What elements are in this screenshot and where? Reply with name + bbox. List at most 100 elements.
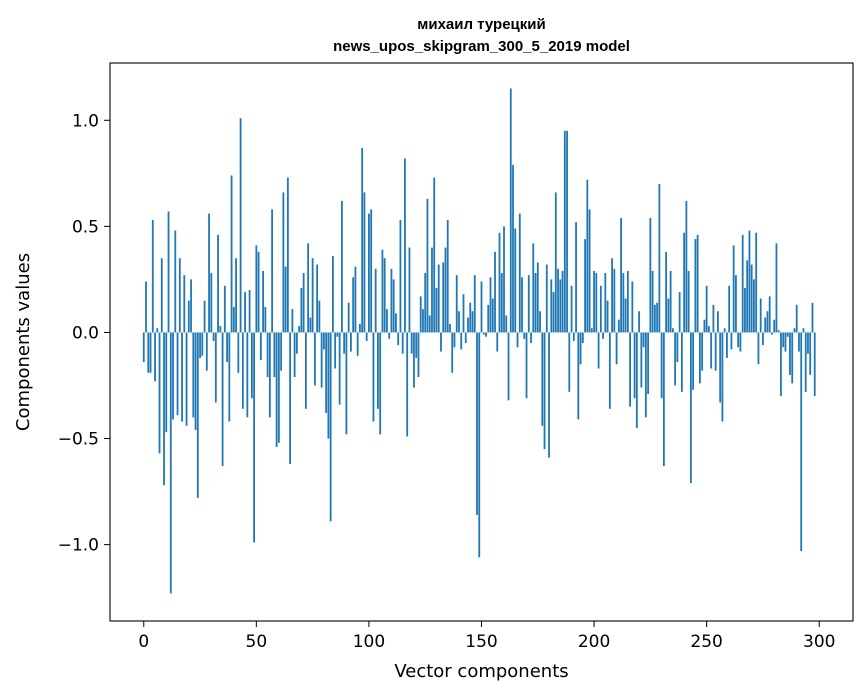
bar-component-71 [302, 273, 305, 333]
bar-component-129 [433, 177, 436, 333]
bar-component-38 [228, 332, 231, 422]
bar-component-142 [462, 294, 465, 333]
bar-component-287 [789, 332, 791, 375]
bar-component-135 [446, 220, 449, 333]
bar-component-196 [584, 239, 586, 333]
bar-component-231 [662, 332, 665, 467]
bar-component-153 [487, 304, 490, 333]
bar-component-86 [336, 332, 339, 337]
bar-component-82 [327, 332, 330, 439]
bar-component-96 [359, 323, 361, 333]
bar-component-18 [183, 275, 186, 333]
bar-component-265 [739, 332, 742, 352]
bar-component-91 [347, 302, 350, 333]
bar-component-255 [717, 311, 719, 333]
bar-component-127 [428, 315, 431, 333]
bar-component-9 [163, 332, 165, 486]
bar-component-117 [406, 332, 409, 437]
bar-component-257 [721, 332, 724, 422]
bar-component-65 [289, 332, 292, 464]
bar-component-280 [773, 319, 776, 333]
bar-component-279 [771, 332, 773, 335]
bar-component-84 [332, 256, 334, 333]
bar-component-10 [165, 332, 168, 433]
bar-component-228 [656, 302, 659, 333]
bar-component-159 [500, 273, 503, 333]
bar-component-43 [239, 118, 242, 333]
bar-component-136 [449, 323, 451, 333]
bar-component-198 [588, 209, 591, 333]
bar-component-208 [611, 258, 613, 333]
bar-component-14 [174, 230, 177, 333]
x-tick-label: 0 [138, 632, 149, 652]
bar-component-55 [266, 332, 269, 378]
bar-component-128 [431, 247, 433, 333]
bar-component-178 [543, 332, 546, 450]
bar-component-2 [147, 332, 150, 373]
bar-series [142, 88, 816, 594]
x-tick-label: 150 [465, 632, 497, 652]
bar-component-230 [660, 332, 663, 399]
bar-component-108 [386, 309, 388, 333]
bar-component-260 [728, 285, 731, 333]
bar-component-211 [617, 319, 620, 333]
bar-component-194 [579, 332, 582, 365]
bar-component-195 [581, 332, 584, 344]
bar-component-140 [458, 311, 460, 333]
bar-component-191 [572, 332, 575, 341]
bar-component-76 [313, 332, 316, 386]
bar-component-154 [489, 277, 492, 333]
bar-component-15 [176, 332, 179, 416]
bar-component-156 [494, 251, 496, 333]
bar-component-61 [280, 332, 283, 371]
bar-component-258 [723, 328, 726, 333]
bar-component-206 [606, 300, 609, 333]
bar-component-124 [422, 309, 424, 333]
bar-component-298 [813, 332, 816, 397]
bar-component-151 [482, 332, 485, 335]
bar-component-234 [669, 270, 672, 333]
y-axis-ticks: −1.0 −0.5 0.0 0.5 1.0 [58, 111, 110, 556]
bar-component-227 [653, 304, 656, 333]
bar-component-120 [413, 332, 415, 388]
bar-component-103 [374, 268, 377, 333]
bar-component-32 [214, 332, 217, 403]
bar-component-59 [275, 332, 278, 448]
bar-component-277 [766, 311, 769, 333]
bar-component-148 [476, 332, 478, 515]
bar-component-47 [248, 290, 251, 333]
bar-component-16 [178, 258, 181, 333]
bar-component-224 [647, 332, 650, 394]
bar-component-6 [156, 328, 159, 333]
bar-component-164 [512, 164, 514, 333]
bar-component-98 [363, 192, 366, 333]
bar-component-42 [237, 332, 240, 373]
bar-component-167 [518, 213, 521, 333]
bar-component-229 [658, 183, 661, 333]
bar-component-1 [145, 281, 147, 333]
bar-component-275 [762, 332, 764, 346]
bar-component-92 [350, 332, 352, 352]
bar-component-44 [241, 332, 244, 409]
bar-component-212 [620, 217, 622, 333]
bar-component-232 [665, 251, 668, 333]
bar-component-110 [390, 268, 393, 333]
bar-component-253 [712, 304, 715, 333]
chart-title-line-2: news_upos_skipgram_300_5_2019 model [333, 38, 630, 55]
bar-component-29 [208, 213, 210, 333]
bar-component-285 [784, 332, 787, 352]
bar-component-184 [557, 268, 559, 333]
bar-component-283 [780, 332, 782, 397]
bar-component-216 [629, 332, 631, 407]
bar-component-56 [268, 332, 271, 418]
x-axis-ticks: 0 50 100 150 200 250 300 [138, 621, 835, 652]
bar-component-12 [169, 332, 172, 594]
bar-component-101 [370, 209, 373, 333]
bar-component-37 [226, 332, 228, 363]
bar-component-161 [505, 315, 508, 333]
bar-component-200 [593, 270, 595, 333]
y-tick-label: 1.0 [72, 111, 99, 131]
bar-component-220 [638, 311, 641, 333]
bar-component-115 [401, 332, 404, 354]
bar-component-94 [354, 266, 357, 333]
